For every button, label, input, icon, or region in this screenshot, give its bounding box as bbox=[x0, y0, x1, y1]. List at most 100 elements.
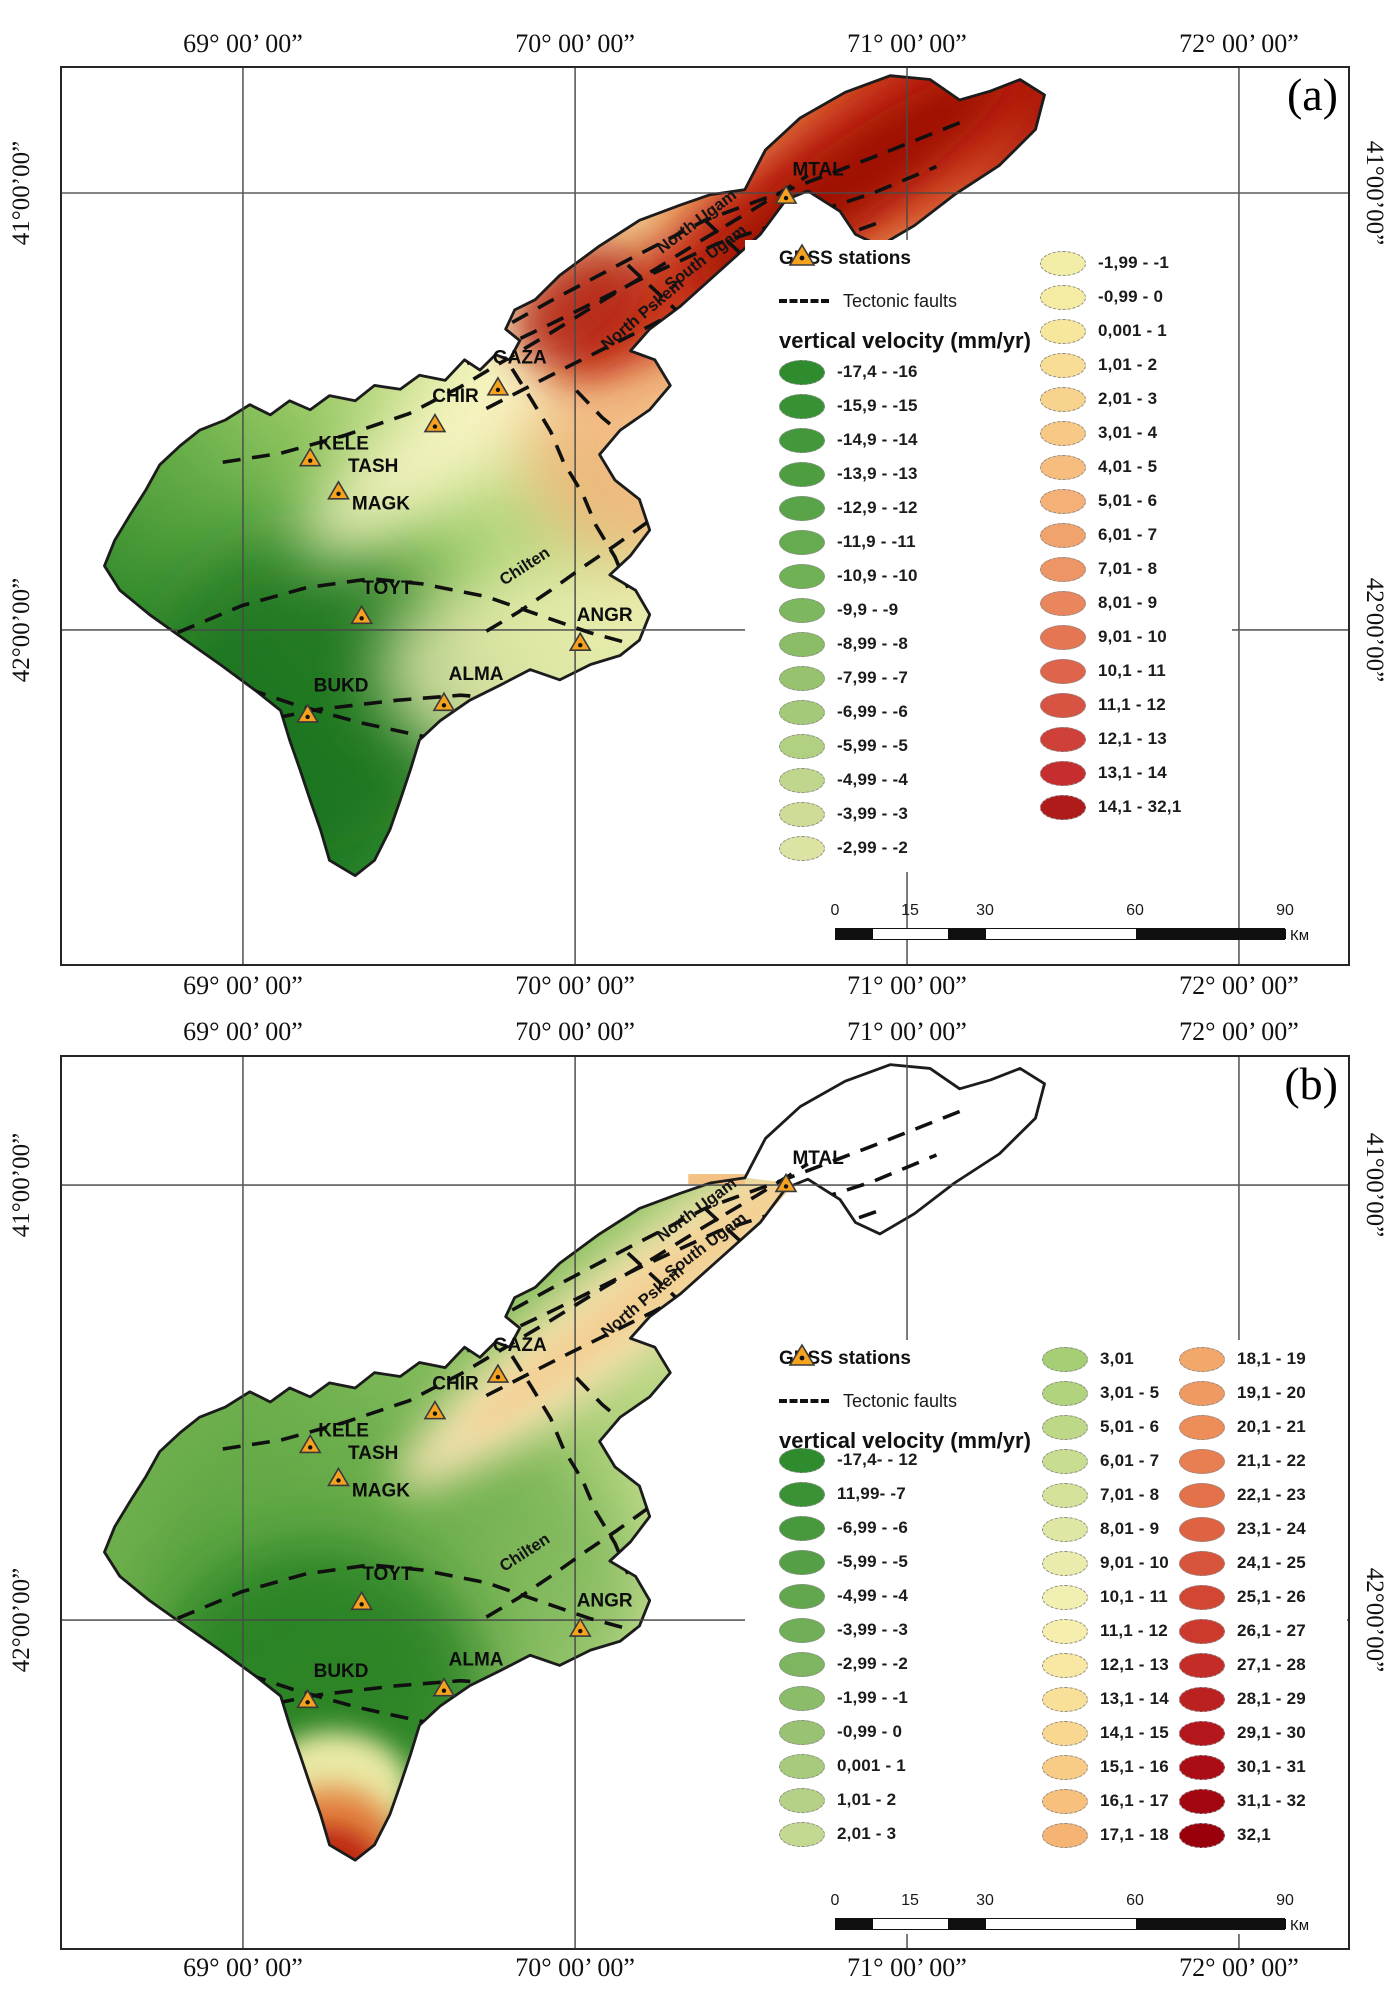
legend-range-label: 25,1 - 26 bbox=[1237, 1587, 1306, 1606]
legend-row: -12,9 - -12 bbox=[779, 491, 918, 525]
station-label-toyt: TOYT bbox=[362, 578, 413, 599]
longitude-label-bottom: 72° 00’ 00” bbox=[1179, 971, 1299, 1000]
legend-swatch bbox=[779, 1447, 825, 1473]
legend-row: 2,01 - 3 bbox=[779, 1817, 918, 1851]
legend-swatch bbox=[1042, 1788, 1088, 1814]
legend-swatch bbox=[1179, 1448, 1225, 1474]
longitude-label-top: 69° 00’ 00” bbox=[183, 29, 303, 58]
legend-swatch bbox=[1040, 522, 1086, 548]
legend-row: 12,1 - 13 bbox=[1042, 1648, 1169, 1682]
legend-title-a: vertical velocity (mm/yr) bbox=[779, 328, 1031, 353]
legend-swatch bbox=[1042, 1346, 1088, 1372]
legend-range-label: 1,01 - 2 bbox=[1098, 355, 1158, 374]
legend-swatch bbox=[779, 1549, 825, 1575]
legend-swatch bbox=[1040, 692, 1086, 718]
station-label-angr: ANGR bbox=[577, 605, 633, 626]
legend-range-label: -4,99 - -4 bbox=[837, 770, 908, 789]
legend-swatch bbox=[1179, 1822, 1225, 1848]
latitude-label: 42°00’00” bbox=[1361, 1567, 1388, 1673]
scalebar-segment bbox=[986, 929, 1136, 939]
legend-range-label: -17,4- - 12 bbox=[837, 1450, 918, 1469]
legend-row: 5,01 - 6 bbox=[1040, 484, 1181, 518]
legend-row: 15,1 - 16 bbox=[1042, 1750, 1169, 1784]
longitude-label-bottom: 70° 00’ 00” bbox=[515, 971, 635, 1000]
legend-range-label: -3,99 - -3 bbox=[837, 804, 908, 823]
map-frame-a: North Ugam South Ugam North Pskem Chilten MT… bbox=[60, 66, 1350, 966]
legend-range-label: 14,1 - 32,1 bbox=[1098, 797, 1182, 816]
legend-range-label: 3,01 - 4 bbox=[1098, 423, 1158, 442]
region-outline bbox=[103, 74, 1046, 878]
legend-row: 10,1 - 11 bbox=[1040, 654, 1181, 688]
legend-swatch bbox=[1040, 420, 1086, 446]
legend-range-label: -3,99 - -3 bbox=[837, 1620, 908, 1639]
legend-row: -5,99 - -5 bbox=[779, 729, 918, 763]
longitude-label-top: 71° 00’ 00” bbox=[847, 29, 967, 58]
legend-swatch bbox=[779, 1719, 825, 1745]
legend-swatch bbox=[1040, 760, 1086, 786]
legend-swatch bbox=[1179, 1414, 1225, 1440]
latitude-label: 42°00’00” bbox=[1361, 577, 1388, 683]
legend-row: -1,99 - -1 bbox=[1040, 246, 1181, 280]
latitude-label: 41°00’00” bbox=[1361, 1132, 1388, 1238]
legend-swatch bbox=[779, 393, 825, 419]
station-marker-gaza bbox=[486, 376, 510, 396]
scalebar-tick-label: 90 bbox=[1276, 1892, 1294, 1909]
legend-swatch bbox=[1179, 1788, 1225, 1814]
legend-row: 3,01 - 5 bbox=[1042, 1376, 1169, 1410]
legend-row: -2,99 - -2 bbox=[779, 831, 918, 865]
scalebar-segment bbox=[986, 1919, 1136, 1929]
legend-range-label: 30,1 - 31 bbox=[1237, 1757, 1306, 1776]
gnss-station-icon bbox=[788, 1343, 816, 1366]
legend-gnss-row-a: GNSS stations bbox=[779, 242, 1179, 276]
legend-swatch bbox=[1042, 1414, 1088, 1440]
legend-row: 26,1 - 27 bbox=[1179, 1614, 1306, 1648]
legend-range-label: 0,001 - 1 bbox=[1098, 321, 1167, 340]
legend-range-label: 0,001 - 1 bbox=[837, 1756, 906, 1775]
panel-letter-b: (b) bbox=[1284, 1058, 1338, 1109]
legend-range-label: 10,1 - 11 bbox=[1098, 661, 1166, 680]
legend-swatch bbox=[1042, 1584, 1088, 1610]
station-label-magk: MAGK bbox=[352, 494, 410, 515]
legend-range-label: 11,1 - 12 bbox=[1098, 695, 1166, 714]
legend-range-label: -2,99 - -2 bbox=[837, 838, 908, 857]
legend-a-left-column: -17,4 - -16 -15,9 - -15 -14,9 - -14 -13,9 -… bbox=[779, 355, 918, 865]
station-marker-tash bbox=[327, 1466, 350, 1487]
station-label-mtal: MTAL bbox=[792, 160, 844, 181]
legend-swatch bbox=[779, 665, 825, 691]
latitude-label: 41°00’00” bbox=[8, 140, 35, 246]
legend-range-label: 9,01 - 10 bbox=[1100, 1553, 1169, 1572]
legend-swatch bbox=[1179, 1754, 1225, 1780]
legend-swatch bbox=[1042, 1516, 1088, 1542]
station-marker-kele bbox=[298, 1433, 322, 1454]
legend-range-label: -0,99 - 0 bbox=[1098, 287, 1164, 306]
legend-swatch bbox=[779, 1583, 825, 1609]
legend-swatch bbox=[1179, 1516, 1225, 1542]
legend-range-label: -15,9 - -15 bbox=[837, 396, 918, 415]
legend-row: -4,99 - -4 bbox=[779, 763, 918, 797]
legend-range-label: 21,1 - 22 bbox=[1237, 1451, 1306, 1470]
station-label-magk: MAGK bbox=[352, 1480, 410, 1501]
legend-range-label: 4,01 - 5 bbox=[1098, 457, 1158, 476]
legend-swatch bbox=[1179, 1380, 1225, 1406]
station-label-angr: ANGR bbox=[577, 1591, 633, 1612]
legend-row: -7,99 - -7 bbox=[779, 661, 918, 695]
legend-swatch bbox=[779, 597, 825, 623]
legend-row: 9,01 - 10 bbox=[1042, 1546, 1169, 1580]
legend-row: 12,1 - 13 bbox=[1040, 722, 1181, 756]
legend-gnss-row-b: GNSS stations bbox=[779, 1342, 1179, 1376]
scalebar-segment bbox=[1136, 929, 1286, 939]
station-label-gaza: GAZA bbox=[493, 1335, 547, 1356]
legend-row: 29,1 - 30 bbox=[1179, 1716, 1306, 1750]
longitude-label-top: 72° 00’ 00” bbox=[1179, 1017, 1299, 1046]
legend-row: -13,9 - -13 bbox=[779, 457, 918, 491]
legend-range-label: 13,1 - 14 bbox=[1098, 763, 1167, 782]
station-marker-bukd bbox=[296, 703, 320, 723]
scalebar-segment bbox=[948, 1919, 986, 1929]
legend-row: -6,99 - -6 bbox=[779, 695, 918, 729]
tectonic-faults-label: Tectonic faults bbox=[843, 290, 958, 311]
station-marker-toyt bbox=[350, 604, 374, 625]
legend-swatch bbox=[1179, 1482, 1225, 1508]
legend-range-label: 19,1 - 20 bbox=[1237, 1383, 1306, 1402]
legend-swatch bbox=[779, 767, 825, 793]
legend-range-label: 26,1 - 27 bbox=[1237, 1621, 1306, 1640]
